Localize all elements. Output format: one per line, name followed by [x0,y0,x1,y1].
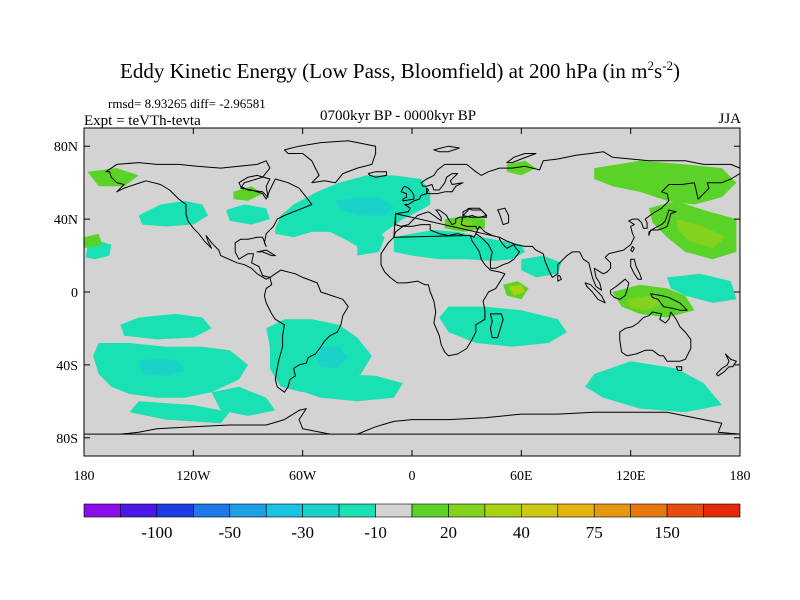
anomaly-region-south-pacific-core [138,357,185,376]
colorbar-box [83,503,121,518]
anomaly-region-south-atlantic [266,319,372,393]
y-tick-label: 40S [56,359,78,374]
colorbar-box [338,503,376,518]
colorbar-box [120,503,158,518]
anomaly-region-indian-north [521,255,562,278]
anomaly-region-north-atlantic [275,175,431,252]
coastline-asia-south [395,151,740,291]
colorbar-label: 75 [586,523,603,542]
coastline-new-guinea [650,293,688,311]
colorbar-box [484,503,522,518]
y-tick-label: 80S [56,432,78,447]
x-tick-label: 120E [616,469,646,484]
coastline-britain [400,185,415,202]
colorbar-label: -10 [364,523,387,542]
colorbar-box [557,503,595,518]
colorbar-box [302,503,340,518]
coastline-africa [380,235,506,357]
chart-title: Eddy Kinetic Energy (Low Pass, Bloomfiel… [120,58,680,83]
anomaly-region-west-pacific-core [627,295,664,311]
y-tick-label: 40N [54,213,78,228]
anomaly-region-siberia-green [594,160,737,205]
coastline-sumatra [584,282,606,304]
coastline-tasmania [675,366,683,371]
coastline-cuba [256,249,276,257]
coastline-borneo [610,278,630,300]
colorbar-label: 40 [513,523,530,542]
anomaly-region-west-pacific-tropical [667,273,737,303]
coastline-north-america [105,160,313,280]
anomaly-region-australia-south [585,361,722,413]
colorbar-label: -100 [141,523,172,542]
coastline-iceland [367,171,387,178]
coastline-philippines [630,258,643,280]
axis-ticks: 180 120W 60W 0 60E 120E 180 80N 40N 0 40S 80S [54,128,751,484]
anomaly-region-east-africa-core [508,284,525,296]
anomaly-region-southern-indian [299,374,403,402]
anomaly-region-antarctic-strip [129,401,230,424]
x-tick-label: 180 [730,469,751,484]
colorbar-box [375,503,413,518]
colorbar-box [666,503,704,518]
colorbar-box [448,503,486,518]
colorbar-label: -30 [291,523,314,542]
x-tick-label: 0 [409,469,416,484]
experiment-label: Expt = teVTh-tevta [84,113,201,129]
colorbar-box [193,503,231,518]
anomaly-regions [84,160,737,424]
coastlines [84,140,740,435]
colorbar-label: 150 [654,523,680,542]
anomaly-region-east-atlantic-gap [357,230,385,256]
anomaly-region-pacific-west-green [84,233,103,249]
anomaly-region-south-pacific-west [120,313,212,340]
coastline-madagascar [489,313,504,339]
anomaly-region-arctic-europe-green [506,160,536,176]
coastline-black-sea [462,207,488,218]
colorbar-box [156,503,194,518]
anomaly-region-indian-ocean [439,306,567,347]
stats-text: rmsd= 8.93265 diff= -2.96581 [108,96,266,111]
anomaly-region-north-america-central [226,204,270,225]
x-tick-label: 60W [289,469,317,484]
anomaly-region-south-atlantic-core [317,346,349,369]
period-label: 0700kyr BP - 0000kyr BP [320,108,477,124]
colorbar-box [703,503,741,518]
coastline-hudson-bay [238,174,271,198]
coastline-sri-lanka [557,275,562,282]
coastline-greenland [283,140,377,184]
colorbar-label: -50 [218,523,241,542]
coastline-novaya-zemlya [506,153,537,164]
colorbar-box [593,503,631,518]
coastline-new-zealand [715,353,737,377]
season-label: JJA [718,111,741,127]
coastline-caspian [497,207,510,226]
y-tick-label: 0 [71,286,78,301]
coastline-japan [648,209,677,236]
anomaly-region-north-pacific-east [138,200,208,227]
x-tick-label: 60E [510,469,533,484]
anomaly-region-north-atlantic-green [233,186,263,201]
anomaly-region-arctic-canada [87,168,139,187]
colorbar-label: 20 [440,523,457,542]
colorbar-box [630,503,668,518]
colorbar-box [229,503,267,518]
coastline-antarctica [84,408,740,435]
coastline-south-america [263,269,349,393]
y-tick-label: 80N [54,140,78,155]
anomaly-region-asia-core [676,219,726,249]
x-tick-label: 180 [74,469,95,484]
anomaly-region-north-atlantic-core [335,197,394,216]
coastline-taiwan [630,245,635,253]
x-tick-label: 120W [176,469,211,484]
colorbar: -100 -50 -30 -10 20 40 75 150 [83,503,741,542]
coastline-svalbard [433,145,460,153]
colorbar-box [521,503,559,518]
colorbar-box [411,503,449,518]
coastline-australia [619,311,692,362]
anomaly-region-south-of-south-america [211,386,276,416]
colorbar-box [265,503,303,518]
